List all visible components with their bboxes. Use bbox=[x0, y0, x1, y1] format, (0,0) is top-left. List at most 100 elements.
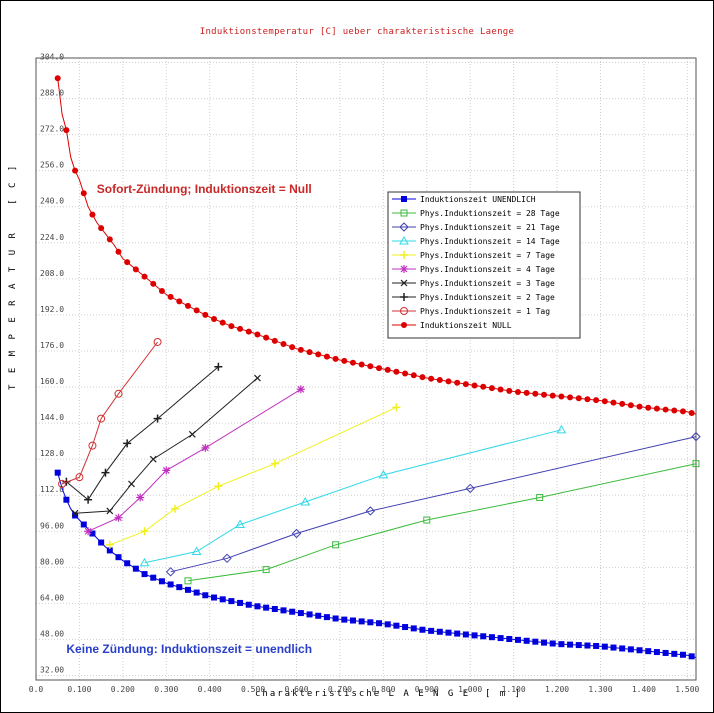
series-line bbox=[144, 429, 562, 564]
data-point bbox=[358, 361, 365, 368]
data-point bbox=[692, 460, 700, 468]
series-line bbox=[170, 436, 697, 573]
data-point bbox=[462, 631, 469, 638]
data-point bbox=[567, 641, 574, 648]
data-point bbox=[402, 370, 409, 377]
data-point bbox=[636, 647, 643, 654]
grid bbox=[35, 58, 696, 680]
legend-item: Induktionszeit NULL bbox=[392, 321, 512, 330]
series-2 bbox=[165, 431, 701, 577]
data-point bbox=[106, 547, 113, 554]
data-point bbox=[123, 439, 132, 448]
legend-marker bbox=[399, 222, 409, 232]
legend-label: Phys.Induktionszeit = 4 Tage bbox=[420, 265, 555, 274]
x-tick-label: 0.200 bbox=[111, 685, 135, 694]
data-point bbox=[332, 541, 340, 549]
data-point bbox=[63, 127, 70, 134]
data-point bbox=[214, 482, 223, 491]
data-point bbox=[315, 351, 322, 358]
data-point bbox=[392, 403, 401, 412]
data-point bbox=[114, 513, 123, 522]
data-point bbox=[393, 622, 400, 629]
data-point bbox=[235, 519, 245, 528]
data-point bbox=[306, 349, 313, 356]
data-point bbox=[584, 396, 591, 403]
data-point bbox=[445, 629, 452, 636]
data-point bbox=[158, 578, 165, 585]
data-point bbox=[454, 379, 461, 386]
series-line bbox=[75, 377, 258, 514]
data-point bbox=[219, 319, 226, 326]
data-point bbox=[671, 650, 678, 657]
data-point bbox=[176, 298, 183, 305]
data-point bbox=[128, 480, 135, 488]
y-tick-label: 144.0 bbox=[40, 413, 64, 422]
data-point bbox=[653, 405, 660, 412]
data-point bbox=[84, 527, 93, 536]
data-point bbox=[270, 459, 279, 468]
data-point bbox=[140, 527, 149, 536]
data-point bbox=[184, 302, 191, 309]
data-point bbox=[662, 649, 669, 656]
data-point bbox=[419, 374, 426, 381]
x-tick-label: 1.400 bbox=[632, 685, 656, 694]
data-point bbox=[139, 557, 150, 567]
data-point bbox=[480, 633, 487, 640]
legend-marker bbox=[400, 209, 408, 217]
data-point bbox=[488, 385, 495, 392]
data-point bbox=[245, 601, 252, 608]
legend-item: Induktionszeit UNENDLICH bbox=[392, 195, 536, 204]
series-line bbox=[187, 463, 697, 582]
data-point bbox=[575, 395, 582, 402]
data-point bbox=[367, 363, 374, 370]
series-line bbox=[87, 388, 302, 532]
data-point bbox=[150, 280, 157, 287]
data-point bbox=[662, 406, 669, 413]
data-point bbox=[323, 614, 330, 621]
data-point bbox=[436, 377, 443, 384]
legend-label: Phys.Induktionszeit = 21 Tage bbox=[420, 223, 560, 232]
data-point bbox=[436, 628, 443, 635]
legend-marker bbox=[400, 293, 408, 301]
data-point bbox=[532, 638, 539, 645]
legend-item: Phys.Induktionszeit = 2 Tage bbox=[392, 293, 555, 302]
data-point bbox=[384, 366, 391, 373]
x-tick-label: 0.400 bbox=[198, 685, 222, 694]
y-tick-label: 32.00 bbox=[40, 665, 64, 674]
data-point bbox=[153, 414, 162, 423]
data-point bbox=[584, 642, 591, 649]
data-point bbox=[254, 374, 261, 382]
legend-label: Phys.Induktionszeit = 1 Tag bbox=[420, 307, 550, 316]
data-point bbox=[645, 648, 652, 655]
data-point bbox=[263, 604, 270, 611]
y-tick-label: 256.0 bbox=[40, 161, 64, 170]
data-point bbox=[514, 636, 521, 643]
data-point bbox=[98, 225, 105, 232]
data-point bbox=[410, 625, 417, 632]
data-point bbox=[184, 586, 191, 593]
legend-label: Phys.Induktionszeit = 3 Tage bbox=[420, 279, 555, 288]
data-point bbox=[263, 334, 270, 341]
data-point bbox=[471, 632, 478, 639]
data-point bbox=[114, 389, 123, 398]
data-point bbox=[124, 560, 131, 567]
data-point bbox=[471, 382, 478, 389]
data-point bbox=[124, 259, 131, 266]
data-point bbox=[98, 539, 105, 546]
data-point bbox=[158, 288, 165, 295]
data-point bbox=[254, 603, 261, 610]
data-point bbox=[691, 431, 701, 442]
legend-marker bbox=[401, 196, 407, 202]
y-tick-label: 96.00 bbox=[40, 521, 64, 530]
data-point bbox=[132, 266, 139, 273]
data-point bbox=[541, 639, 548, 646]
data-point bbox=[176, 584, 183, 591]
data-point bbox=[627, 402, 634, 409]
legend-label: Induktionszeit NULL bbox=[420, 321, 512, 330]
data-point bbox=[80, 521, 87, 528]
data-point bbox=[167, 293, 174, 300]
data-point bbox=[428, 375, 435, 382]
data-point bbox=[506, 387, 513, 394]
data-point bbox=[211, 594, 218, 601]
